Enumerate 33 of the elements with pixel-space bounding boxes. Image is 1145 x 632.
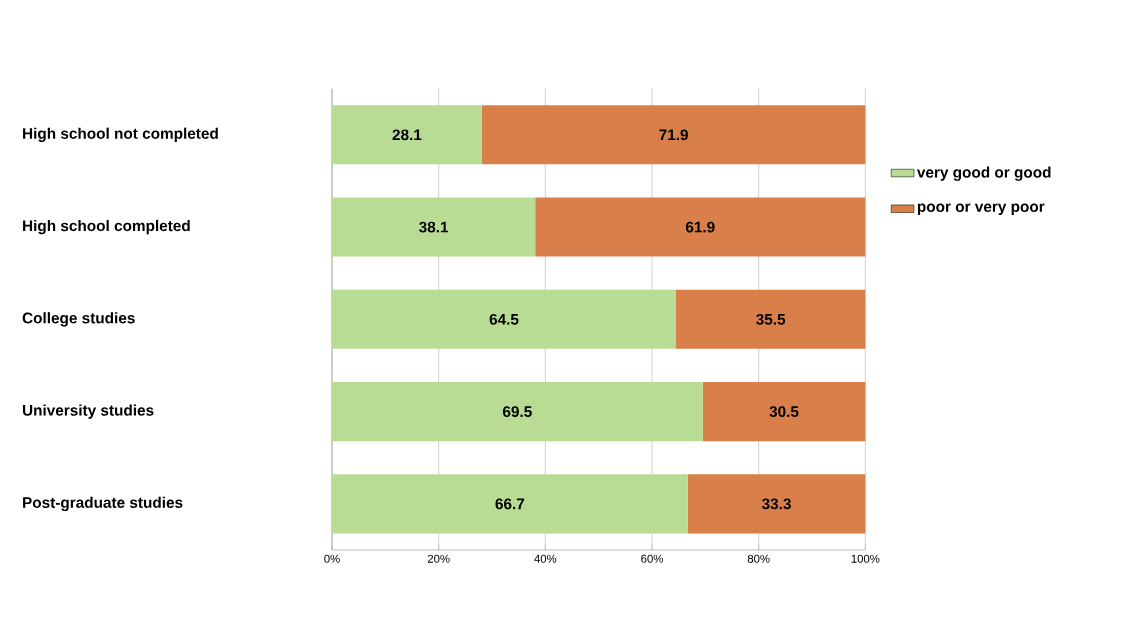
data-label: 69.5 (502, 406, 532, 418)
x-tick-label: 0% (324, 554, 340, 563)
y-tick-label: High school not completed (23, 127, 218, 142)
bar (535, 197, 866, 257)
x-tick-label: 100% (851, 554, 880, 563)
bar (481, 105, 866, 165)
data-label: 30.5 (769, 406, 799, 418)
bar (702, 382, 866, 442)
data-label: 64.5 (489, 313, 519, 325)
data-label: 66.7 (495, 498, 525, 510)
data-label: 38.1 (419, 221, 449, 233)
legend-label: very good or good (916, 166, 1051, 181)
x-tick-label: 20% (427, 554, 450, 563)
data-label: 71.9 (659, 129, 688, 141)
data-label: 61.9 (685, 221, 715, 233)
y-tick-label: High school completed (23, 219, 190, 235)
data-label: 28.1 (392, 129, 422, 141)
x-tick-label: 80% (747, 554, 770, 563)
bar (332, 474, 688, 534)
x-tick-label: 40% (534, 554, 557, 563)
bar (332, 197, 536, 257)
bar (687, 474, 866, 534)
data-label: 35.5 (756, 313, 786, 325)
bar (332, 289, 677, 349)
bar (332, 382, 703, 442)
x-tick-label: 60% (641, 554, 663, 563)
data-label: 33.3 (761, 498, 791, 510)
bar (676, 289, 866, 349)
y-tick-label: Post-graduate studies (23, 496, 183, 512)
y-tick-label: University studies (22, 404, 154, 419)
legend-label: poor or very poor (917, 203, 1045, 216)
y-tick-label: College studies (22, 312, 135, 327)
bar (332, 105, 482, 165)
